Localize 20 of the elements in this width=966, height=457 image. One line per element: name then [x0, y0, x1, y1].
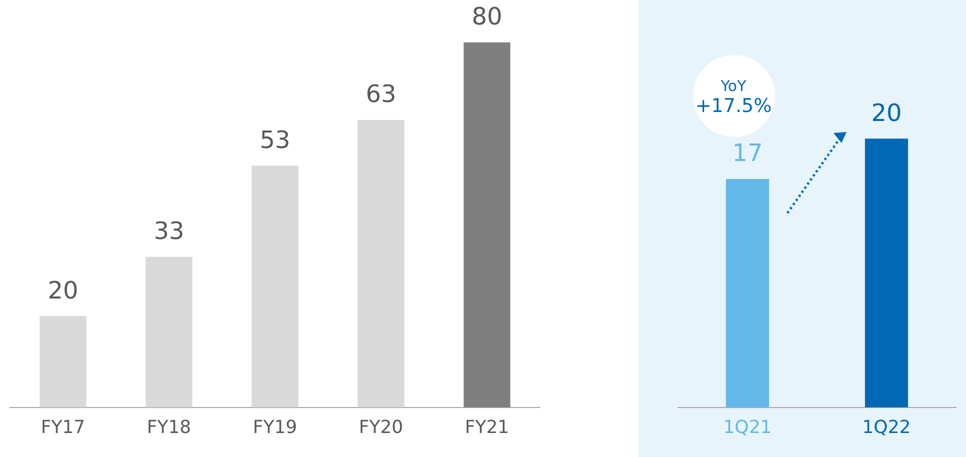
- data-label: 63: [366, 80, 396, 108]
- bar: [40, 316, 86, 408]
- x-tick-label: FY19: [252, 416, 298, 438]
- data-label: 80: [472, 2, 502, 31]
- data-label: 20: [48, 276, 78, 304]
- bar: [464, 42, 510, 408]
- x-tick-label: FY21: [464, 416, 510, 438]
- text: YoY +17.5%: [694, 76, 773, 117]
- data-label: 20: [871, 98, 902, 127]
- x-tick-label: 1Q21: [723, 416, 772, 438]
- bar: [358, 120, 404, 408]
- x-tick-label: 1Q22: [862, 416, 911, 438]
- x-tick-label: FY18: [146, 416, 192, 438]
- bar: [146, 256, 192, 408]
- x-tick-label: FY20: [358, 416, 404, 438]
- x-tick-label: FY17: [40, 416, 86, 438]
- bar: [252, 166, 298, 408]
- data-label: 53: [260, 126, 290, 154]
- data-label: 33: [154, 217, 184, 246]
- data-label: 17: [732, 139, 763, 168]
